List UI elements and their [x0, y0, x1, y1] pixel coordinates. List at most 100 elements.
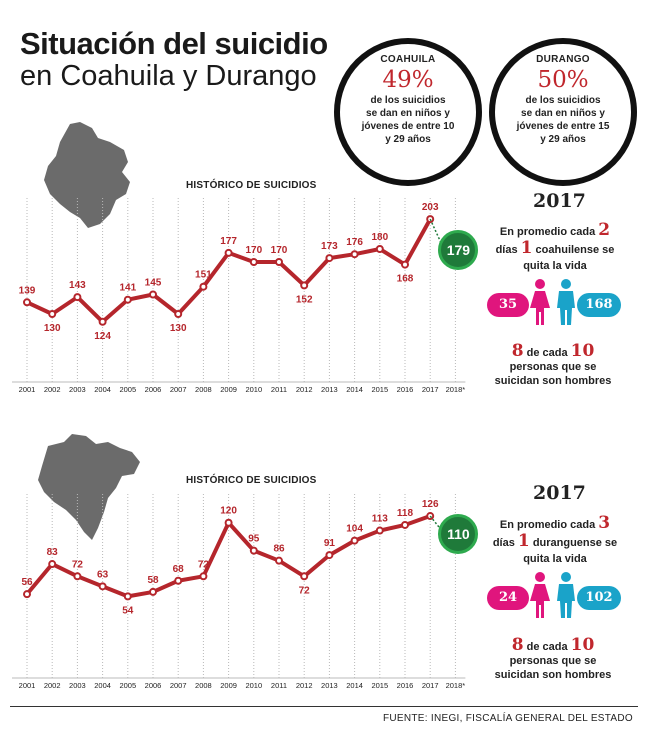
data-point [98, 317, 107, 326]
data-point [275, 258, 283, 266]
x-tick-label: 2008 [195, 681, 212, 690]
page-subtitle: en Coahuila y Durango [20, 60, 317, 92]
ratio-text: 8 de cada 10 personas que se suicidan so… [494, 341, 612, 388]
data-label: 72 [72, 559, 84, 570]
x-tick-label: 2016 [397, 681, 414, 690]
data-label: 130 [170, 323, 187, 334]
data-point [23, 298, 31, 307]
footer-divider [10, 706, 638, 707]
x-tick-label: 2005 [119, 681, 136, 690]
data-label: 95 [248, 534, 260, 545]
data-label: 56 [21, 577, 33, 588]
data-label: 168 [397, 274, 414, 285]
data-label: 104 [346, 524, 363, 535]
x-tick-label: 2009 [220, 681, 237, 690]
projection-badge: 110 [438, 513, 479, 554]
x-tick-label: 2001 [19, 681, 36, 690]
x-tick-label: 2003 [69, 385, 86, 394]
data-label: 126 [422, 499, 439, 510]
x-tick-label: 2011 [271, 385, 287, 394]
data-label: 113 [372, 514, 389, 525]
data-label: 120 [220, 506, 237, 517]
data-label: 170 [271, 245, 288, 256]
data-label: 54 [122, 605, 134, 616]
data-label: 141 [119, 283, 136, 294]
data-point [249, 258, 258, 266]
data-label: 143 [69, 280, 86, 291]
data-point [199, 282, 208, 291]
woman-icon [530, 279, 550, 325]
data-label: 151 [195, 270, 212, 281]
x-tick-label: 2015 [371, 681, 388, 690]
circle-text: de los suicidios se dan en niños y jóvenes… [516, 95, 610, 145]
data-label: 118 [397, 508, 414, 519]
data-point [401, 260, 409, 269]
coahuila-circle: COAHUILA 49% de los suicidios se dan en n… [334, 38, 482, 186]
panel-year: 2017 [533, 190, 586, 212]
data-label: 130 [44, 323, 61, 334]
circle-percentage: 49% [382, 67, 434, 93]
x-tick-label: 2011 [271, 681, 287, 690]
data-point [224, 518, 233, 527]
data-point [174, 576, 183, 585]
x-tick-label: 2018* [446, 385, 466, 394]
data-point [174, 310, 183, 318]
average-text: En promedio cada 2 días 1 coahuilense se… [495, 220, 615, 273]
x-tick-label: 2014 [346, 681, 363, 690]
x-tick-label: 2015 [371, 385, 388, 394]
data-point [300, 572, 309, 581]
x-tick-label: 2004 [94, 681, 111, 690]
data-label: 63 [97, 569, 109, 580]
data-label: 72 [198, 559, 210, 570]
x-tick-label: 2012 [296, 385, 313, 394]
x-tick-label: 2013 [321, 385, 338, 394]
chart-title: HISTÓRICO DE SUICIDIOS [186, 475, 317, 486]
women-count-badge: 24 [487, 586, 529, 610]
durango-map-icon [38, 434, 140, 540]
page-title: Situación del suicidio [20, 26, 328, 61]
data-label: 72 [299, 585, 311, 596]
data-point [350, 536, 359, 545]
woman-icon [530, 572, 550, 618]
coahuila-map-icon [44, 122, 130, 228]
data-label: 139 [19, 285, 36, 296]
men-count-badge: 168 [577, 293, 621, 317]
x-tick-label: 2013 [321, 681, 338, 690]
x-tick-label: 2001 [19, 385, 36, 394]
ratio-text: 8 de cada 10 personas que se suicidan so… [494, 635, 612, 682]
x-tick-label: 2017 [422, 681, 439, 690]
x-tick-label: 2009 [220, 385, 237, 394]
x-tick-label: 2007 [170, 681, 187, 690]
circle-text: de los suicidios se dan en niños y jóvenes… [361, 95, 455, 145]
durango-line-chart: 2001 2002 2003 2004 2005 2006 2007 2008 2009 2010… [12, 494, 466, 690]
x-tick-label: 2005 [119, 385, 136, 394]
durango-circle: DURANGO 50% de los suicidios se dan en ni… [489, 38, 637, 186]
data-point [325, 551, 334, 560]
data-label: 124 [94, 331, 111, 342]
data-label: 180 [371, 232, 388, 243]
data-point [401, 520, 409, 529]
x-tick-label: 2010 [245, 385, 262, 394]
circle-state-name: DURANGO [536, 54, 590, 65]
x-tick-label: 2008 [195, 385, 212, 394]
x-tick-label: 2014 [346, 385, 363, 394]
data-point [275, 556, 283, 565]
data-label: 176 [346, 237, 363, 248]
x-tick-label: 2016 [397, 385, 414, 394]
x-tick-label: 2003 [69, 681, 86, 690]
x-tick-label: 2018* [446, 681, 466, 690]
average-text: En promedio cada 3 días 1 duranguense se… [492, 513, 618, 566]
data-point [123, 295, 132, 304]
data-point [73, 293, 82, 302]
data-label: 203 [422, 202, 439, 213]
women-count-badge: 35 [487, 293, 529, 317]
x-tick-label: 2006 [145, 385, 162, 394]
men-count-badge: 102 [577, 586, 621, 610]
data-point [123, 592, 132, 601]
x-tick-label: 2002 [44, 681, 61, 690]
data-point [98, 582, 107, 591]
data-label: 91 [324, 538, 336, 549]
data-label: 68 [173, 564, 185, 575]
data-point [224, 248, 233, 257]
circle-percentage: 50% [537, 67, 589, 93]
